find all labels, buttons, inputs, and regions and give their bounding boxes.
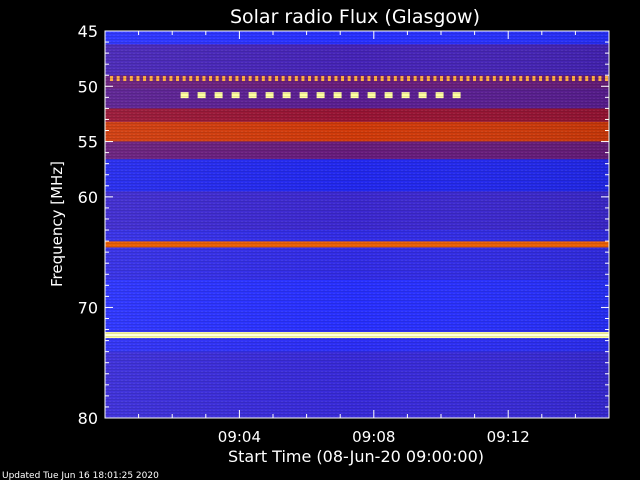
y-tick-label-0: 45 (78, 22, 98, 41)
x-tick-label-2: 09:12 (487, 428, 530, 446)
footer-updated: Updated Tue Jun 16 18:01:25 2020 (2, 471, 159, 480)
y-axis-label: Frequency [MHz] (48, 161, 66, 287)
y-tick-label-4: 70 (78, 298, 98, 317)
chart-title: Solar radio Flux (Glasgow) (230, 6, 480, 28)
y-tick-label-3: 60 (78, 188, 98, 207)
plot-streak-texture (105, 31, 609, 418)
y-tick-label-2: 55 (78, 133, 98, 152)
y-tick-label-1: 50 (78, 77, 98, 96)
y-tick-label-5: 80 (78, 409, 98, 428)
x-axis: 09:04 09:08 09:12 (104, 31, 610, 446)
x-axis-label: Start Time (08-Jun-20 09:00:00) (228, 447, 484, 466)
plot-frame (104, 30, 610, 419)
x-tick-label-0: 09:04 (218, 428, 261, 446)
x-tick-label-1: 09:08 (352, 428, 395, 446)
y-axis: 45 50 55 60 70 80 (78, 22, 609, 428)
